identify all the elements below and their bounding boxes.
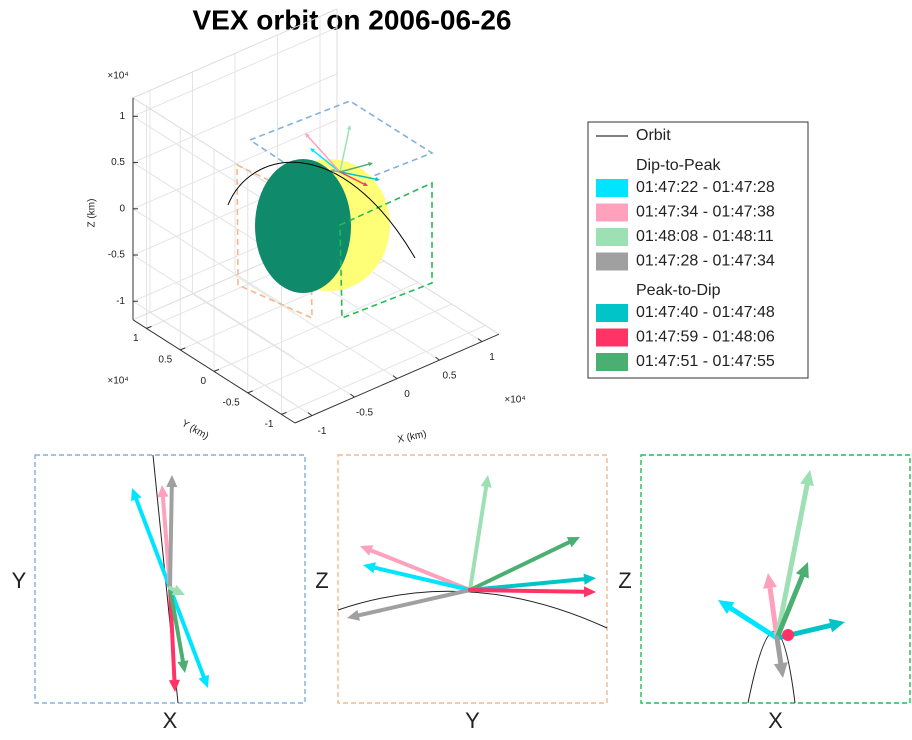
x-tick-label: 1 [489, 352, 495, 363]
inset-x-label: X [768, 708, 783, 733]
tick-mark [180, 348, 185, 350]
legend-swatch [596, 179, 628, 197]
z-axis-label: Z (km) [87, 199, 98, 228]
legend-label: 01:47:40 - 01:47:48 [636, 304, 775, 321]
arrow-shaft [777, 485, 807, 638]
tick-mark [308, 413, 312, 416]
arrow-shaft [170, 487, 172, 588]
arrow-head [584, 574, 596, 585]
legend-swatch [596, 204, 628, 222]
arrow-head [347, 125, 351, 130]
x-axis-label: X (km) [396, 429, 427, 446]
figure: VEX orbit on 2006-06-26 -1 -0.5 0 0.5 1 -1 -0.… [0, 0, 912, 735]
legend-swatch [596, 253, 628, 271]
arrow-shaft [170, 588, 174, 590]
legend-swatch [596, 304, 628, 322]
legend-group: Dip-to-Peak [636, 157, 721, 174]
z-multiplier: ×10⁴ [107, 71, 128, 82]
tick-mark [393, 376, 397, 379]
y-multiplier: ×10⁴ [107, 376, 128, 387]
legend-label: 01:47:34 - 01:47:38 [636, 204, 775, 221]
y-tick-label: 0.5 [158, 355, 172, 366]
x-tick-label: -1 [318, 426, 327, 437]
tick-mark [351, 394, 355, 397]
arrow-head [177, 660, 188, 673]
tick-mark [436, 357, 440, 360]
y-tick-label: -1 [265, 419, 274, 430]
z-tick-label: -0.5 [108, 250, 126, 261]
y-tick-label: 1 [133, 333, 139, 344]
y-axis-label: Y (km) [180, 418, 211, 442]
y-tick-label: -0.5 [223, 398, 241, 409]
inset-y-label: Y [12, 568, 27, 593]
arrow-head [800, 470, 814, 486]
arrow-head [169, 680, 180, 692]
x-tick-label: -0.5 [356, 408, 374, 419]
tick-mark [282, 412, 287, 414]
x-tick-label: 0 [404, 389, 410, 400]
inset-x-label: Y [465, 708, 480, 733]
arrow-head [368, 162, 373, 166]
arrow-shaft [359, 590, 470, 615]
orbit-line [748, 632, 795, 704]
z-tick-label: 0.5 [111, 157, 125, 168]
legend-swatch [596, 353, 628, 371]
arrow-head [166, 475, 177, 487]
arrow-head [829, 619, 845, 633]
planet-dark [255, 159, 351, 293]
x-tick-label: 0.5 [443, 371, 457, 382]
arrow-head [763, 573, 777, 589]
arrow-shaft [731, 608, 777, 638]
legend-label: 01:48:08 - 01:48:11 [636, 228, 774, 245]
inset-y-label: Z [315, 568, 328, 593]
inset-y-label: Z [618, 568, 631, 593]
legend-label: 01:47:28 - 01:47:34 [636, 253, 775, 270]
arrow-head [347, 610, 360, 621]
arrow-head [363, 562, 376, 573]
arrow-head [774, 662, 788, 678]
arrow-head [782, 629, 794, 641]
arrow-head [375, 177, 380, 181]
z-tick-label: -1 [116, 296, 125, 307]
inset-x-label: X [163, 708, 178, 733]
arrow-shaft [470, 590, 584, 592]
x-multiplier: ×10⁴ [504, 395, 525, 406]
tick-mark [214, 369, 219, 371]
legend-swatch [596, 228, 628, 246]
z-tick-label: 0 [119, 203, 125, 214]
arrow-head [481, 475, 492, 488]
legend-label: 01:47:59 - 01:48:06 [636, 329, 775, 346]
legend-swatch [596, 329, 628, 347]
legend-label: Orbit [636, 127, 671, 144]
chart-title: VEX orbit on 2006-06-26 [192, 4, 511, 35]
legend-label: 01:47:51 - 01:47:55 [636, 353, 775, 370]
tick-mark [478, 339, 482, 342]
z-tick-label: 1 [119, 111, 125, 122]
legend-group: Peak-to-Dip [636, 282, 721, 299]
arrow-shaft [777, 638, 781, 663]
arrow-head [584, 586, 596, 597]
legend-label: 01:47:22 - 01:47:28 [636, 179, 775, 196]
tick-mark [248, 391, 253, 393]
arrow-shaft [470, 487, 486, 590]
tick-mark [147, 326, 152, 328]
y-tick-label: 0 [200, 376, 206, 387]
